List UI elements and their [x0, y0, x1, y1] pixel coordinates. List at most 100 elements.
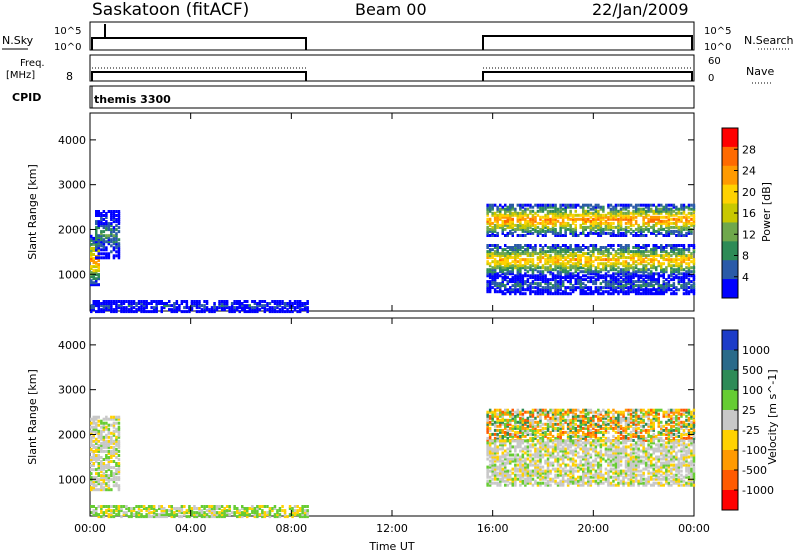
velocity-cell — [584, 424, 587, 428]
velocity-cell — [665, 432, 668, 436]
power-cell — [551, 213, 555, 217]
power-cell — [612, 229, 615, 233]
velocity-cell — [241, 513, 244, 517]
velocity-cell — [604, 428, 608, 432]
velocity-cell — [577, 430, 580, 434]
velocity-cell — [102, 482, 106, 486]
power-cell — [670, 207, 673, 211]
power-cell — [519, 244, 522, 247]
velocity-cell — [632, 432, 635, 436]
power-cell — [529, 260, 532, 264]
power-cell — [536, 252, 540, 256]
power-cell — [90, 283, 93, 287]
power-cell — [614, 250, 618, 254]
velocity-cell — [100, 456, 103, 459]
power-cell — [180, 300, 184, 303]
power-cell — [521, 246, 525, 249]
power-cell — [107, 302, 111, 305]
power-cell — [660, 270, 663, 274]
power-cell — [554, 264, 557, 268]
power-cell — [579, 217, 582, 221]
velocity-cell — [529, 422, 532, 426]
velocity-cell — [301, 515, 304, 519]
velocity-cell — [667, 422, 671, 426]
power-cell — [223, 304, 226, 308]
power-cell — [488, 229, 492, 233]
velocity-cell — [117, 484, 121, 488]
power-cell — [546, 268, 550, 272]
power-cell — [592, 213, 595, 217]
power-cell — [514, 250, 517, 254]
velocity-cell — [582, 416, 585, 420]
power-cell — [501, 290, 504, 294]
nave-tick-top: 60 — [708, 56, 721, 67]
power-cell — [655, 254, 658, 258]
power-cell — [112, 238, 116, 242]
velocity-cell — [291, 509, 294, 513]
power-cell — [556, 288, 560, 292]
power-cell — [559, 284, 562, 288]
power-cell — [677, 280, 681, 284]
velocity-cell — [261, 515, 264, 519]
velocity-cell — [514, 449, 517, 453]
power-cell — [624, 276, 628, 280]
velocity-cell — [614, 410, 618, 414]
power-colorbar-label-tick: 24 — [742, 165, 756, 178]
power-cell — [634, 264, 638, 268]
power-cell — [652, 292, 655, 296]
power-cell — [680, 244, 683, 247]
power-cell — [614, 211, 618, 215]
power-cell — [589, 272, 593, 276]
velocity-cell — [102, 480, 106, 484]
velocity-cell — [213, 511, 216, 515]
velocity-cell — [637, 434, 640, 438]
velocity-cell — [519, 467, 522, 471]
velocity-cell — [566, 432, 570, 436]
power-cell — [115, 238, 118, 242]
velocity-cell — [486, 451, 489, 455]
velocity-cell — [566, 414, 570, 418]
velocity-cell — [488, 451, 492, 455]
power-cell — [609, 231, 613, 235]
power-cell — [122, 310, 126, 314]
velocity-cell — [670, 410, 673, 414]
velocity-cell — [637, 430, 640, 434]
power-cell — [92, 308, 95, 312]
power-cell — [105, 300, 108, 303]
power-cell — [514, 254, 517, 258]
power-cell — [660, 254, 663, 258]
power-cell — [491, 252, 494, 256]
power-cell — [609, 246, 613, 249]
velocity-cell — [486, 473, 489, 477]
power-cell — [544, 223, 547, 227]
power-cell — [549, 211, 552, 215]
velocity-cell — [582, 434, 585, 438]
velocity-cell — [657, 416, 660, 420]
power-cell — [582, 286, 585, 290]
power-cell — [276, 306, 279, 310]
power-cell — [667, 219, 671, 223]
velocity-cell — [574, 412, 577, 416]
velocity-cell — [506, 430, 509, 434]
velocity-cell — [514, 465, 517, 469]
power-cell — [609, 278, 613, 282]
velocity-cell — [501, 463, 504, 467]
power-cell — [102, 240, 106, 244]
power-cell — [672, 250, 676, 254]
power-cell — [556, 211, 560, 215]
velocity-cell — [629, 414, 633, 418]
velocity-cell — [612, 422, 615, 426]
power-cell — [682, 250, 686, 254]
power-cell — [544, 252, 547, 256]
power-cell — [519, 211, 522, 215]
power-cell — [256, 306, 259, 310]
velocity-cell — [529, 459, 532, 463]
velocity-cell — [506, 457, 509, 461]
velocity-cell — [685, 408, 688, 412]
power-cell — [95, 248, 98, 252]
velocity-cell — [521, 453, 525, 457]
power-cell — [577, 234, 580, 237]
power-cell — [100, 242, 103, 246]
power-cell — [647, 207, 650, 211]
power-cell — [519, 288, 522, 292]
